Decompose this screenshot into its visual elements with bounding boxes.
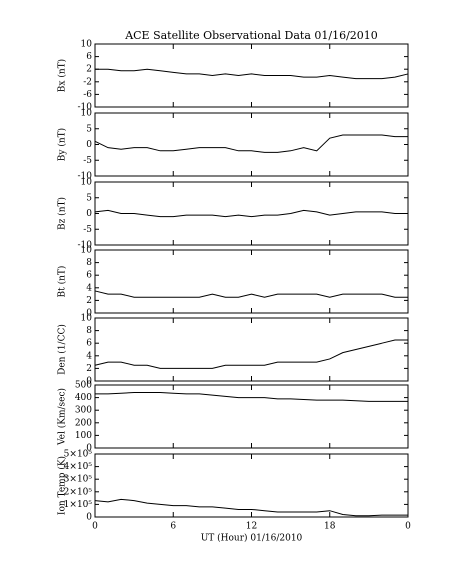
y-tick-label: 0 (86, 140, 92, 150)
panel-frame (94, 384, 409, 449)
data-line (95, 392, 408, 402)
panel-frame (94, 249, 409, 314)
y-tick-label: 500 (75, 381, 92, 391)
y-tick-label: 6 (86, 52, 92, 62)
y-tick-label: 8 (86, 258, 92, 268)
panel-frame (94, 43, 409, 108)
y-tick-label: 2 (86, 296, 92, 306)
y-tick-label: 4×10⁵ (64, 462, 93, 472)
y-tick-label: 1×10⁵ (64, 500, 93, 510)
y-axis-label: Ion Temp (K) (57, 456, 68, 515)
y-tick-label: -5 (83, 156, 92, 166)
y-axis-label: By (nT) (57, 128, 68, 161)
x-tick-label: 0 (92, 522, 98, 532)
y-tick-label: 5 (86, 193, 92, 203)
data-line (94, 134, 408, 153)
y-axis-label: Bz (nT) (57, 197, 68, 230)
y-tick-label: 2 (86, 364, 92, 374)
y-tick-label: 200 (75, 418, 92, 428)
y-tick-label: -10 (78, 241, 93, 251)
data-line (94, 209, 408, 218)
y-tick-label: 4 (86, 351, 92, 361)
y-tick-label: 300 (75, 406, 92, 416)
panel-frame (94, 181, 409, 246)
y-tick-label: -5 (83, 225, 92, 235)
chart-title: ACE Satellite Observational Data 01/16/2… (124, 29, 378, 42)
x-tick-label: 6 (170, 522, 176, 532)
y-tick-label: 0 (86, 444, 92, 454)
y-tick-label: 10 (81, 246, 93, 256)
panel-frame (94, 317, 409, 382)
y-tick-label: -10 (78, 103, 93, 113)
y-tick-label: 2×10⁵ (64, 487, 93, 497)
y-tick-label: 6 (86, 339, 92, 349)
x-tick-label: 18 (324, 522, 336, 532)
y-tick-label: 0 (86, 513, 92, 523)
y-tick-label: 10 (81, 314, 93, 324)
y-tick-label: 8 (86, 326, 92, 336)
y-axis-label: Vel (Km/sec) (57, 388, 68, 446)
y-tick-label: 5×10⁵ (64, 450, 93, 460)
y-axis-label: Bx (nT) (57, 59, 68, 92)
y-axis-label: Bt (nT) (57, 266, 68, 298)
y-tick-label: 10 (81, 109, 93, 119)
y-tick-label: 10 (81, 40, 93, 50)
panel-frame (94, 112, 409, 177)
x-axis-label: UT (Hour) 01/16/2010 (201, 533, 303, 544)
y-tick-label: 10 (81, 178, 93, 188)
data-line (95, 68, 409, 80)
y-tick-label: 3×10⁵ (64, 475, 93, 485)
y-tick-label: 2 (86, 65, 92, 75)
y-tick-label: 0 (86, 377, 92, 387)
y-tick-label: 5 (86, 124, 92, 134)
y-tick-label: -2 (83, 77, 92, 87)
data-line (94, 339, 408, 369)
x-tick-label: 12 (246, 522, 257, 532)
data-line (94, 498, 408, 517)
y-tick-label: 400 (75, 393, 92, 403)
y-tick-label: -10 (78, 172, 93, 182)
y-tick-label: -6 (83, 90, 92, 100)
data-line (94, 290, 408, 298)
y-tick-label: 6 (86, 271, 92, 281)
y-axis-label: Den (1/CC) (57, 324, 68, 375)
x-tick-label: 0 (405, 522, 411, 532)
y-tick-label: 4 (86, 283, 92, 293)
y-tick-label: 100 (75, 431, 92, 441)
y-tick-label: 0 (86, 309, 92, 319)
y-tick-label: 0 (86, 209, 92, 219)
panel-frame (94, 453, 409, 518)
